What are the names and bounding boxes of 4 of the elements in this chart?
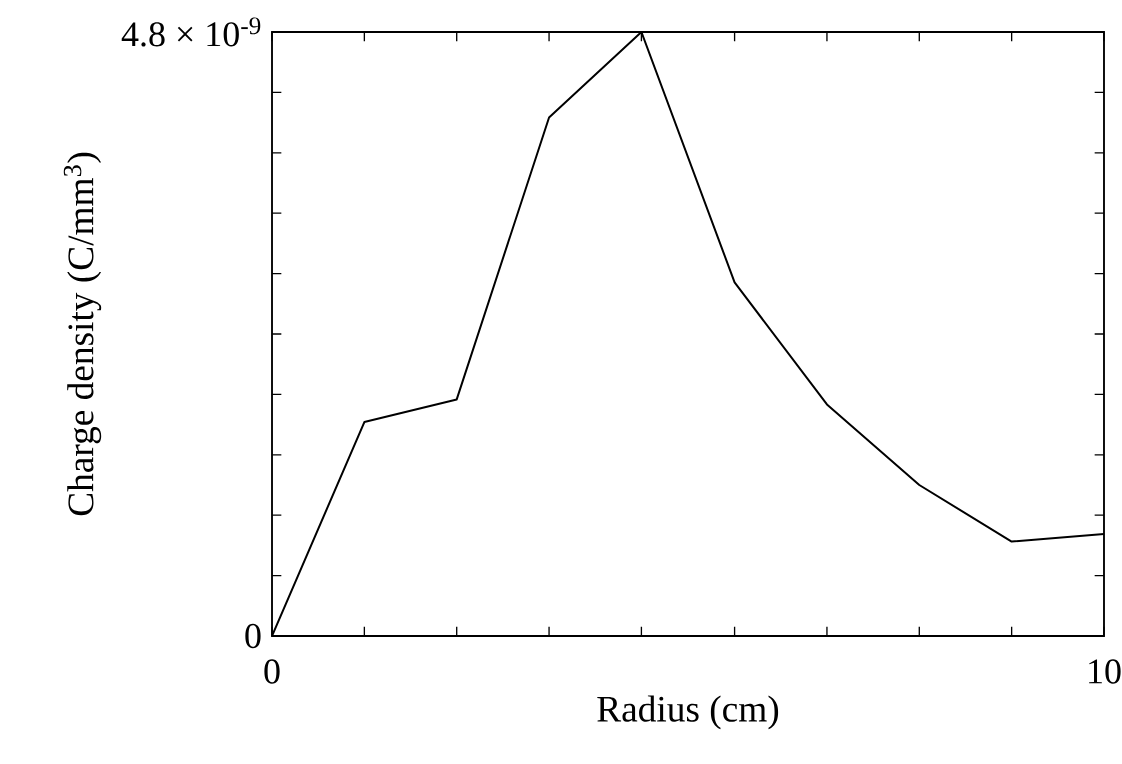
x-axis-title: Radius (cm) <box>597 695 779 730</box>
y-tick-label: 4.8 × 10$^{-9}$ <box>121 17 261 47</box>
x-tick-label: 10 <box>1089 659 1121 684</box>
y-axis-title: Charge density (C/mm$^{3}$) <box>63 152 102 516</box>
